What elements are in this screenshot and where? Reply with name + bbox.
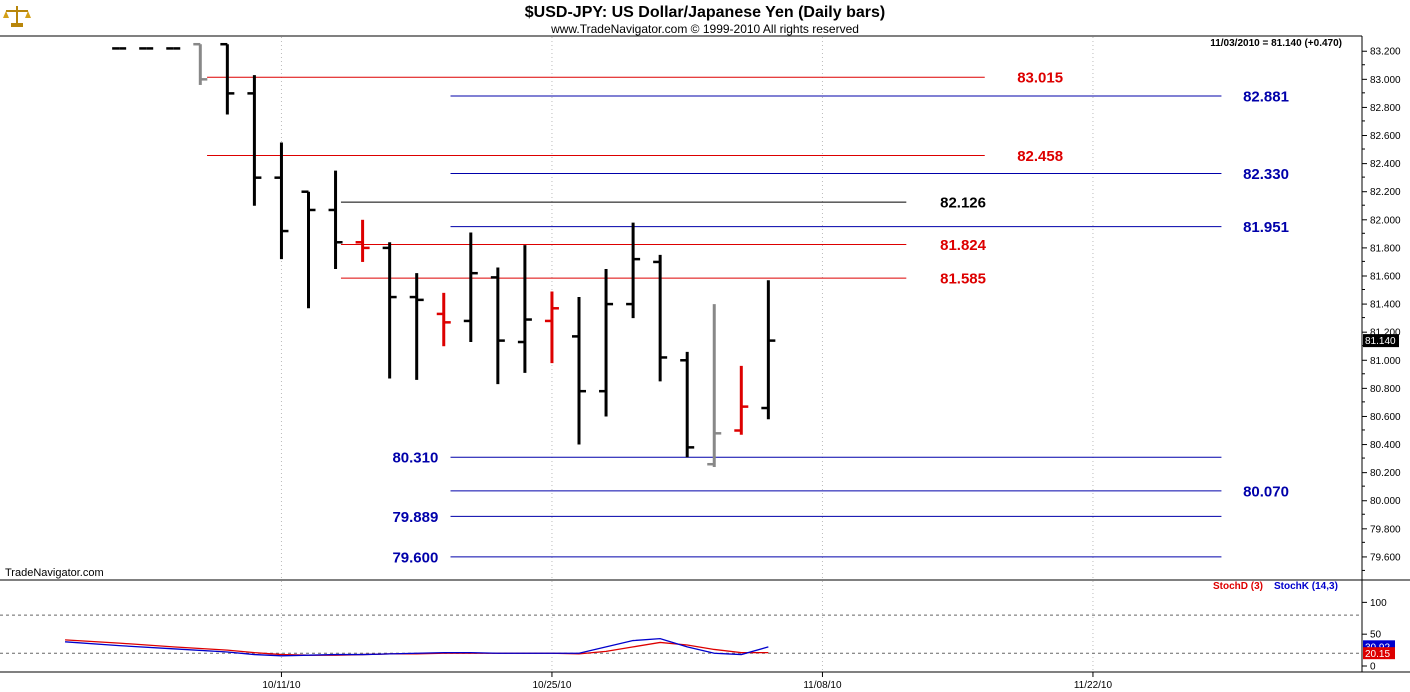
legend-stochd: StochD (3) bbox=[1213, 581, 1263, 592]
stochd-value-box bbox=[1363, 647, 1395, 660]
level-label: 80.070 bbox=[1243, 483, 1289, 500]
date-tick-label: 10/25/10 bbox=[532, 680, 571, 691]
stoch-tick-label: 50 bbox=[1370, 630, 1382, 641]
ohlc-bar bbox=[680, 351, 695, 458]
stochd-value: 20.15 bbox=[1365, 649, 1390, 660]
ohlc-bar bbox=[355, 219, 370, 262]
ohlc-bar bbox=[382, 242, 397, 379]
price-tick-label: 83.200 bbox=[1370, 47, 1401, 58]
ohlc-bar bbox=[490, 267, 505, 385]
price-tick-label: 83.000 bbox=[1370, 75, 1401, 86]
price-tick-label: 79.600 bbox=[1370, 552, 1401, 563]
ohlc-bar bbox=[707, 304, 722, 468]
quote-readout: 11/03/2010 = 81.140 (+0.470) bbox=[1210, 38, 1342, 49]
ohlc-bar bbox=[463, 232, 478, 343]
price-tick-label: 80.000 bbox=[1370, 496, 1401, 507]
ohlc-bar bbox=[436, 292, 451, 347]
price-tick-label: 81.200 bbox=[1370, 328, 1401, 339]
date-tick-label: 11/22/10 bbox=[1074, 680, 1113, 691]
ohlc-bar bbox=[328, 170, 343, 269]
ohlc-bar bbox=[761, 280, 776, 420]
last-price-label: 81.140 bbox=[1365, 336, 1396, 347]
date-tick-label: 10/11/10 bbox=[262, 680, 301, 691]
ohlc-bar bbox=[193, 42, 208, 85]
level-label: 82.458 bbox=[1017, 148, 1063, 165]
price-tick-label: 79.800 bbox=[1370, 524, 1401, 535]
chart-title: $USD-JPY: US Dollar/Japanese Yen (Daily … bbox=[525, 4, 885, 21]
stoch-tick-label: 0 bbox=[1370, 662, 1376, 673]
price-tick-label: 82.800 bbox=[1370, 103, 1401, 114]
ohlc-bar bbox=[301, 190, 316, 309]
date-tick-label: 11/08/10 bbox=[803, 680, 842, 691]
level-label: 81.951 bbox=[1243, 219, 1289, 236]
last-price-box bbox=[1363, 334, 1399, 348]
watermark: TradeNavigator.com bbox=[5, 567, 104, 579]
price-tick-label: 80.400 bbox=[1370, 440, 1401, 451]
level-label: 82.126 bbox=[940, 195, 986, 212]
date-axis: 10/11/10 10/25/10 11/08/10 11/22/10 bbox=[262, 672, 1112, 691]
level-label: 79.600 bbox=[392, 549, 438, 566]
price-tick-label: 82.600 bbox=[1370, 131, 1401, 142]
price-tick-label: 81.600 bbox=[1370, 271, 1401, 282]
last-price-tag: 81.140 bbox=[1363, 334, 1399, 348]
level-label: 80.310 bbox=[392, 450, 438, 467]
price-tick-label: 81.800 bbox=[1370, 243, 1401, 254]
price-tick-label: 80.800 bbox=[1370, 384, 1401, 395]
level-label: 82.330 bbox=[1243, 166, 1289, 183]
chart-subtitle: www.TradeNavigator.com © 1999-2010 All r… bbox=[550, 22, 859, 36]
price-axis: 83.200 83.000 82.800 82.600 82.400 82.200 82.0… bbox=[1362, 47, 1401, 571]
ohlc-bar bbox=[544, 291, 559, 364]
level-label: 81.585 bbox=[940, 271, 986, 288]
level-label: 82.881 bbox=[1243, 89, 1289, 106]
price-tick-label: 81.000 bbox=[1370, 356, 1401, 367]
stoch-series-line bbox=[65, 637, 769, 657]
support-resistance-levels: 83.015 82.881 82.458 82.330 82.126 81.951 81.8… bbox=[207, 70, 1289, 566]
ohlc-bar bbox=[247, 75, 262, 206]
ohlc-bar bbox=[517, 245, 532, 373]
price-tick-label: 81.400 bbox=[1370, 300, 1401, 311]
ohlc-bar bbox=[599, 268, 614, 417]
level-label: 83.015 bbox=[1017, 70, 1063, 87]
scales-icon bbox=[2, 2, 32, 30]
ohlc-bar bbox=[220, 42, 235, 115]
stoch-tick-label: 100 bbox=[1370, 598, 1387, 609]
level-label: 81.824 bbox=[940, 237, 987, 254]
price-tick-label: 82.400 bbox=[1370, 159, 1401, 170]
price-tick-label: 80.600 bbox=[1370, 412, 1401, 423]
legend-stochk: StochK (14,3) bbox=[1274, 581, 1338, 592]
level-label: 79.889 bbox=[392, 509, 438, 526]
price-bars bbox=[112, 42, 776, 468]
price-tick-label: 82.200 bbox=[1370, 187, 1401, 198]
ohlc-bar bbox=[274, 142, 289, 260]
ohlc-bar bbox=[653, 254, 668, 382]
ohlc-bar bbox=[734, 365, 749, 435]
ohlc-bar bbox=[626, 222, 641, 319]
price-tick-label: 82.000 bbox=[1370, 215, 1401, 226]
price-tick-label: 80.200 bbox=[1370, 468, 1401, 479]
ohlc-bar bbox=[572, 297, 586, 445]
ohlc-bar bbox=[409, 273, 424, 380]
